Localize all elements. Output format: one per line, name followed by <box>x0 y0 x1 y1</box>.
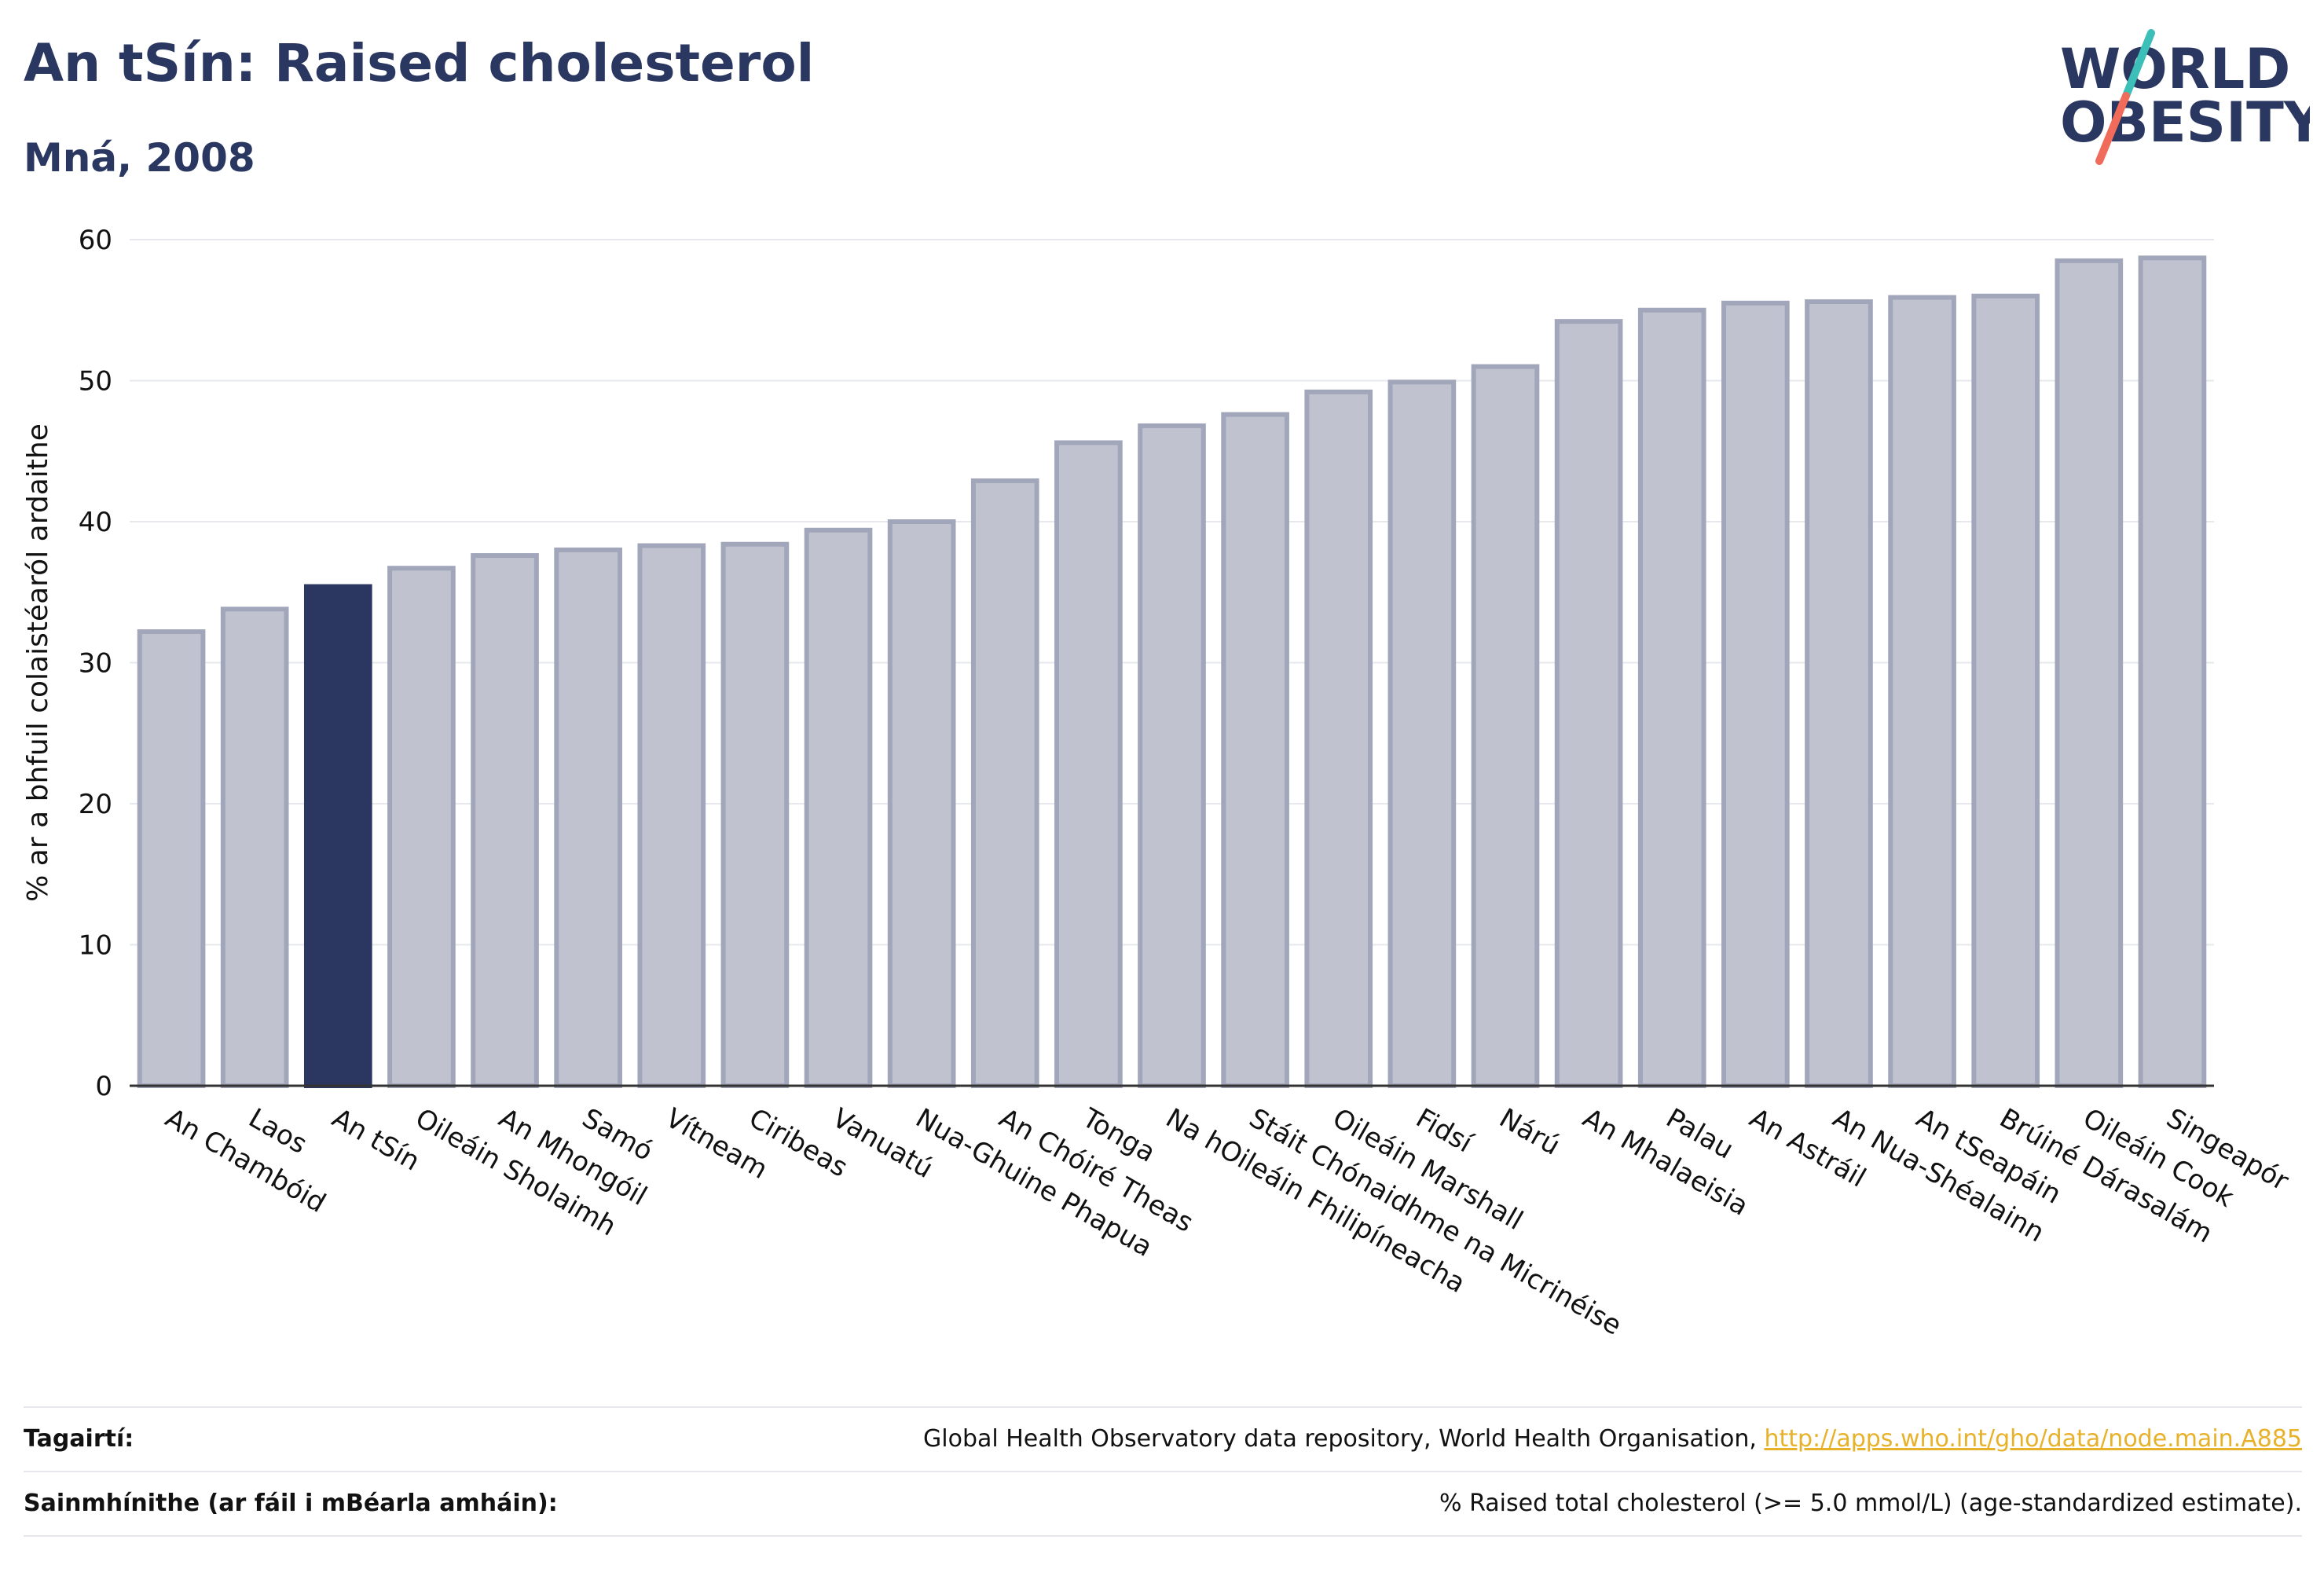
bar <box>1554 319 1623 1088</box>
y-tick-label: 0 <box>95 1071 112 1102</box>
y-tick-label: 40 <box>79 507 112 538</box>
bar <box>804 527 873 1088</box>
references-link[interactable]: http://apps.who.int/gho/data/node.main.A… <box>1764 1424 2302 1453</box>
x-tick-label: An Chambóid <box>160 1102 332 1219</box>
bar <box>720 541 790 1088</box>
world-obesity-logo: WORLD OBESITY <box>2060 29 2310 165</box>
y-tick-label: 30 <box>79 648 112 680</box>
bar <box>1805 299 1873 1089</box>
y-tick-label: 10 <box>79 930 112 962</box>
chart-title: An tSín: Raised cholesterol <box>24 33 815 93</box>
bar-highlighted <box>303 584 372 1088</box>
y-axis-label: % ar a bhfuil colaistéaról ardaithe <box>22 423 54 902</box>
bar <box>471 553 539 1088</box>
y-tick-label: 50 <box>79 366 112 398</box>
bar <box>1221 412 1289 1088</box>
bar <box>137 629 206 1088</box>
definitions-text: % Raised total cholesterol (>= 5.0 mmol/… <box>1439 1489 2302 1517</box>
logo-slash-bottom <box>2095 92 2130 165</box>
bar <box>637 543 706 1088</box>
y-tick-label: 20 <box>79 789 112 820</box>
logo-line-1: WORLD <box>2060 37 2290 101</box>
references-value: Global Health Observatory data repositor… <box>923 1425 2302 1453</box>
x-tick-label: Nárú <box>1494 1102 1565 1162</box>
footer-divider <box>24 1535 2302 1537</box>
bar <box>1054 440 1123 1088</box>
y-tick-label: 60 <box>79 225 112 256</box>
logo-slash-top <box>2122 29 2155 100</box>
chart-subtitle: Mná, 2008 <box>24 135 255 181</box>
bar <box>887 519 956 1088</box>
references-row: Tagairtí: Global Health Observatory data… <box>24 1406 2302 1469</box>
bar <box>970 478 1039 1088</box>
bar <box>2138 255 2207 1089</box>
bar <box>220 607 289 1088</box>
y-axis-ticks: 0 10 20 30 40 50 60 <box>79 225 112 1102</box>
definitions-row: Sainmhínithe (ar fáil i mBéarla amháin):… <box>24 1471 2302 1534</box>
bar <box>1888 295 1956 1089</box>
bar <box>2055 258 2124 1088</box>
logo-line-2: OBESITY <box>2060 90 2310 155</box>
bar <box>1471 364 1540 1088</box>
references-label: Tagairtí: <box>24 1424 134 1453</box>
bar <box>1304 389 1373 1088</box>
bar <box>1971 293 2040 1088</box>
bars <box>137 255 2207 1089</box>
references-text: Global Health Observatory data repositor… <box>923 1424 1765 1453</box>
bar <box>1138 423 1206 1088</box>
bar <box>1637 307 1706 1088</box>
bar <box>1721 300 1790 1088</box>
bar <box>1387 379 1457 1089</box>
definitions-label: Sainmhínithe (ar fáil i mBéarla amháin): <box>24 1489 558 1517</box>
x-tick-label: An tSín <box>327 1102 425 1177</box>
bar <box>554 547 622 1088</box>
bar <box>387 566 456 1088</box>
